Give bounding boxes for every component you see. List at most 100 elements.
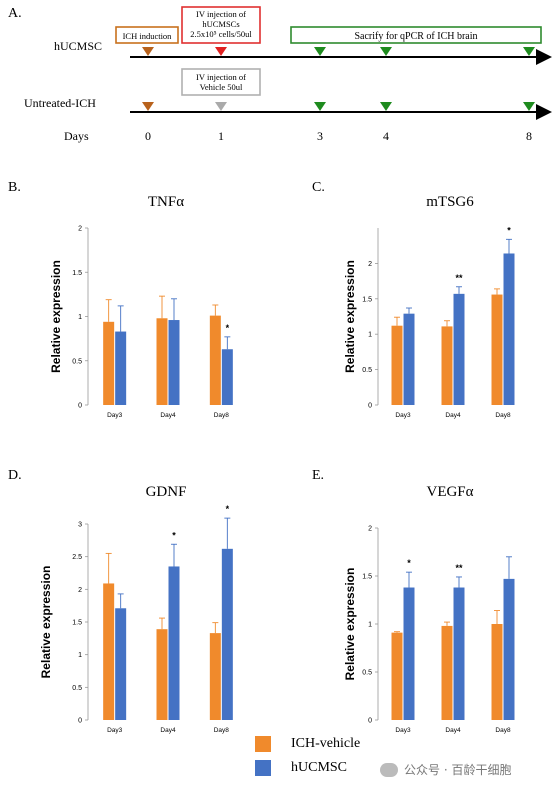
y-axis-label: Relative expression (343, 260, 357, 373)
box-sacrifice (290, 26, 542, 44)
box-iv-cells-line-2: 2.5x10⁵ cells/50ul (190, 29, 252, 39)
box-iv-cells (181, 6, 261, 44)
category-label: Day4 (445, 412, 461, 419)
panel-letter-a: A. (8, 6, 22, 21)
y-tick-label: 2.5 (72, 554, 82, 561)
bar-hucmsc (403, 587, 415, 720)
significance-marker: * (172, 530, 176, 540)
legend: ICH-vehicle hUCMSC (255, 732, 360, 780)
category-label: Day8 (495, 727, 511, 734)
y-tick-label: 1.5 (72, 270, 82, 277)
y-axis-label: Relative expression (49, 260, 63, 373)
box-vehicle-line-0: IV injection of (196, 72, 246, 82)
bar-ich-vehicle (441, 625, 453, 720)
chart-title: VEGFα (426, 484, 473, 500)
legend-label-ich-vehicle: ICH-vehicle (291, 736, 361, 751)
panel-letter-e: E. (312, 468, 325, 483)
box-ich-induction-label: ICH induction (123, 31, 173, 41)
chart-title: mTSG6 (426, 194, 474, 210)
timeline-days-label: Days (64, 129, 89, 143)
bar-ich-vehicle (391, 632, 403, 720)
significance-marker: * (507, 225, 511, 235)
y-tick-label: 0 (78, 718, 82, 725)
watermark: 公众号 · 百龄干细胞 (380, 761, 511, 778)
triangle-day3-row1 (314, 47, 326, 56)
bar-ich-vehicle (156, 629, 168, 720)
y-tick-label: 2 (78, 587, 82, 594)
y-tick-label: 1.5 (362, 296, 372, 303)
category-label: Day8 (214, 412, 230, 419)
panel-letter-c: C. (312, 180, 325, 195)
bar-hucmsc (503, 578, 515, 720)
wechat-icon (380, 762, 398, 777)
timeline-day-0: 0 (145, 129, 151, 143)
triangle-day8-row2 (523, 102, 535, 111)
y-tick-label: 1 (78, 652, 82, 659)
y-tick-label: 0.5 (72, 685, 82, 692)
box-vehicle-line-1: Vehicle 50ul (200, 82, 243, 92)
bar-hucmsc (453, 293, 465, 405)
y-tick-label: 0 (368, 718, 372, 725)
legend-item-hucmsc: hUCMSC (255, 756, 360, 780)
timeline-day-8: 8 (526, 129, 532, 143)
chart-title: TNFα (148, 194, 184, 210)
legend-item-ich-vehicle: ICH-vehicle (255, 732, 360, 756)
bar-ich-vehicle (103, 583, 115, 720)
timeline-day-3: 3 (317, 129, 323, 143)
y-tick-label: 0.5 (72, 358, 82, 365)
y-tick-label: 0 (368, 403, 372, 410)
y-tick-label: 3 (78, 522, 82, 529)
significance-marker: * (407, 558, 411, 568)
y-tick-label: 0 (78, 403, 82, 410)
box-ich-induction (115, 26, 179, 44)
triangle-day8-row1 (523, 47, 535, 56)
box-iv-cells-line-1: hUCMSCs (202, 19, 239, 29)
significance-marker: ** (455, 273, 463, 283)
triangle-day1-row2 (215, 102, 227, 111)
timeline-row1-label: hUCMSC (54, 39, 102, 53)
significance-marker: * (226, 504, 230, 514)
category-label: Day3 (107, 412, 123, 419)
y-tick-label: 2 (78, 226, 82, 233)
legend-swatch-blue (255, 760, 271, 776)
category-label: Day4 (445, 727, 461, 734)
y-axis-label: Relative expression (343, 568, 357, 681)
y-tick-label: 0.5 (362, 670, 372, 677)
significance-marker: * (226, 323, 230, 333)
category-label: Day3 (395, 727, 411, 734)
bar-hucmsc (221, 548, 233, 720)
bar-ich-vehicle (391, 325, 403, 405)
category-label: Day4 (160, 412, 176, 419)
category-label: Day3 (395, 412, 411, 419)
bar-hucmsc (115, 608, 127, 720)
timeline-row2-label: Untreated-ICH (24, 96, 96, 110)
triangle-day3-row2 (314, 102, 326, 111)
y-axis-label: Relative expression (39, 566, 53, 679)
y-tick-label: 2 (368, 526, 372, 533)
bar-ich-vehicle (103, 321, 115, 405)
triangle-day4-row1 (380, 47, 392, 56)
y-tick-label: 2 (368, 261, 372, 268)
bar-ich-vehicle (156, 318, 168, 405)
box-iv-cells-line-0: IV injection of (196, 9, 246, 19)
triangle-day0-row2 (142, 102, 154, 111)
y-tick-label: 1 (368, 332, 372, 339)
bar-ich-vehicle (491, 624, 503, 720)
bar-ich-vehicle (209, 633, 221, 720)
chart-title: GDNF (146, 484, 187, 500)
category-label: Day4 (160, 727, 176, 734)
panel-letter-d: D. (8, 468, 22, 483)
timeline-diagram: hUCMSC Untreated-ICH Days 0 1 3 4 8 ICH inductio… (24, 6, 552, 143)
legend-swatch-orange (255, 736, 271, 752)
y-tick-label: 1.5 (362, 574, 372, 581)
bar-hucmsc (221, 349, 233, 405)
triangle-day1-row1 (215, 47, 227, 56)
watermark-text: 公众号 · 百龄干细胞 (404, 763, 512, 777)
category-label: Day8 (495, 412, 511, 419)
category-label: Day3 (107, 727, 123, 734)
box-vehicle (181, 68, 261, 96)
bar-hucmsc (168, 320, 180, 405)
y-tick-label: 1 (78, 314, 82, 321)
